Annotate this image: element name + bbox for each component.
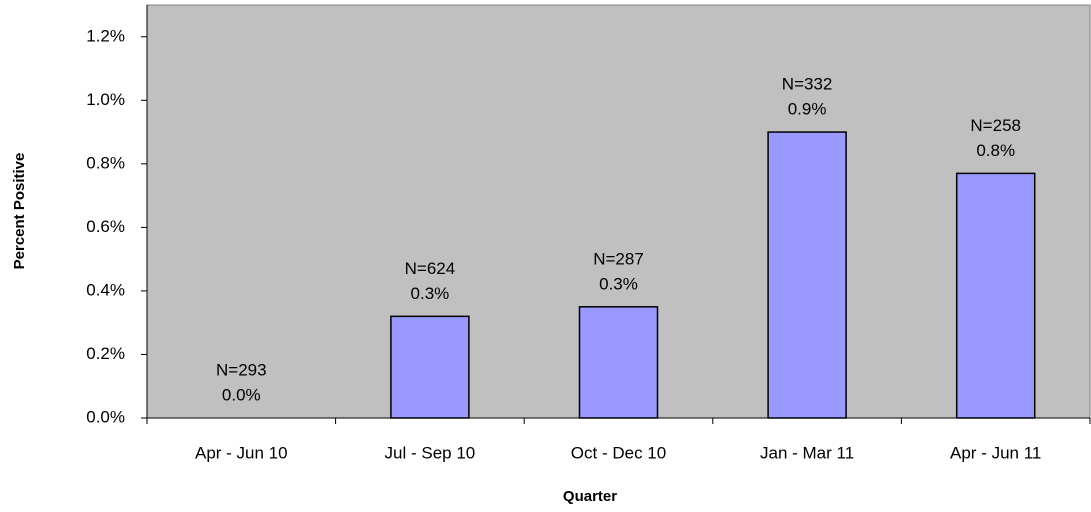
y-tick-label: 0.8% — [86, 153, 125, 172]
x-axis-title: Quarter — [563, 488, 617, 505]
y-tick-label: 0.4% — [86, 280, 125, 299]
n-label: N=293 — [216, 360, 267, 379]
bar — [578, 306, 659, 419]
x-tick-label: Jul - Sep 10 — [385, 443, 476, 462]
y-tick-label: 0.6% — [86, 217, 125, 236]
n-label: N=624 — [405, 259, 456, 278]
value-label: 0.8% — [976, 141, 1015, 160]
value-label: 0.9% — [788, 100, 827, 119]
y-axis-title: Percent Positive — [11, 153, 28, 270]
n-label: N=258 — [970, 116, 1021, 135]
value-label: 0.3% — [599, 274, 638, 293]
bar — [767, 131, 847, 419]
y-tick-label: 1.0% — [86, 90, 125, 109]
n-label: N=287 — [593, 249, 644, 268]
x-tick-label: Oct - Dec 10 — [571, 443, 666, 462]
y-tick-label: 1.2% — [86, 26, 125, 45]
x-tick-label: Apr - Jun 11 — [950, 443, 1041, 462]
n-label: N=332 — [782, 75, 833, 94]
x-tick-label: Jan - Mar 11 — [760, 443, 854, 462]
bar — [390, 315, 470, 419]
bar — [955, 172, 1036, 419]
value-label: 0.3% — [411, 284, 450, 303]
value-label: 0.0% — [222, 385, 261, 404]
x-tick-label: Apr - Jun 10 — [195, 443, 288, 462]
y-tick-label: 0.0% — [86, 407, 125, 426]
y-tick-label: 0.2% — [86, 344, 125, 363]
